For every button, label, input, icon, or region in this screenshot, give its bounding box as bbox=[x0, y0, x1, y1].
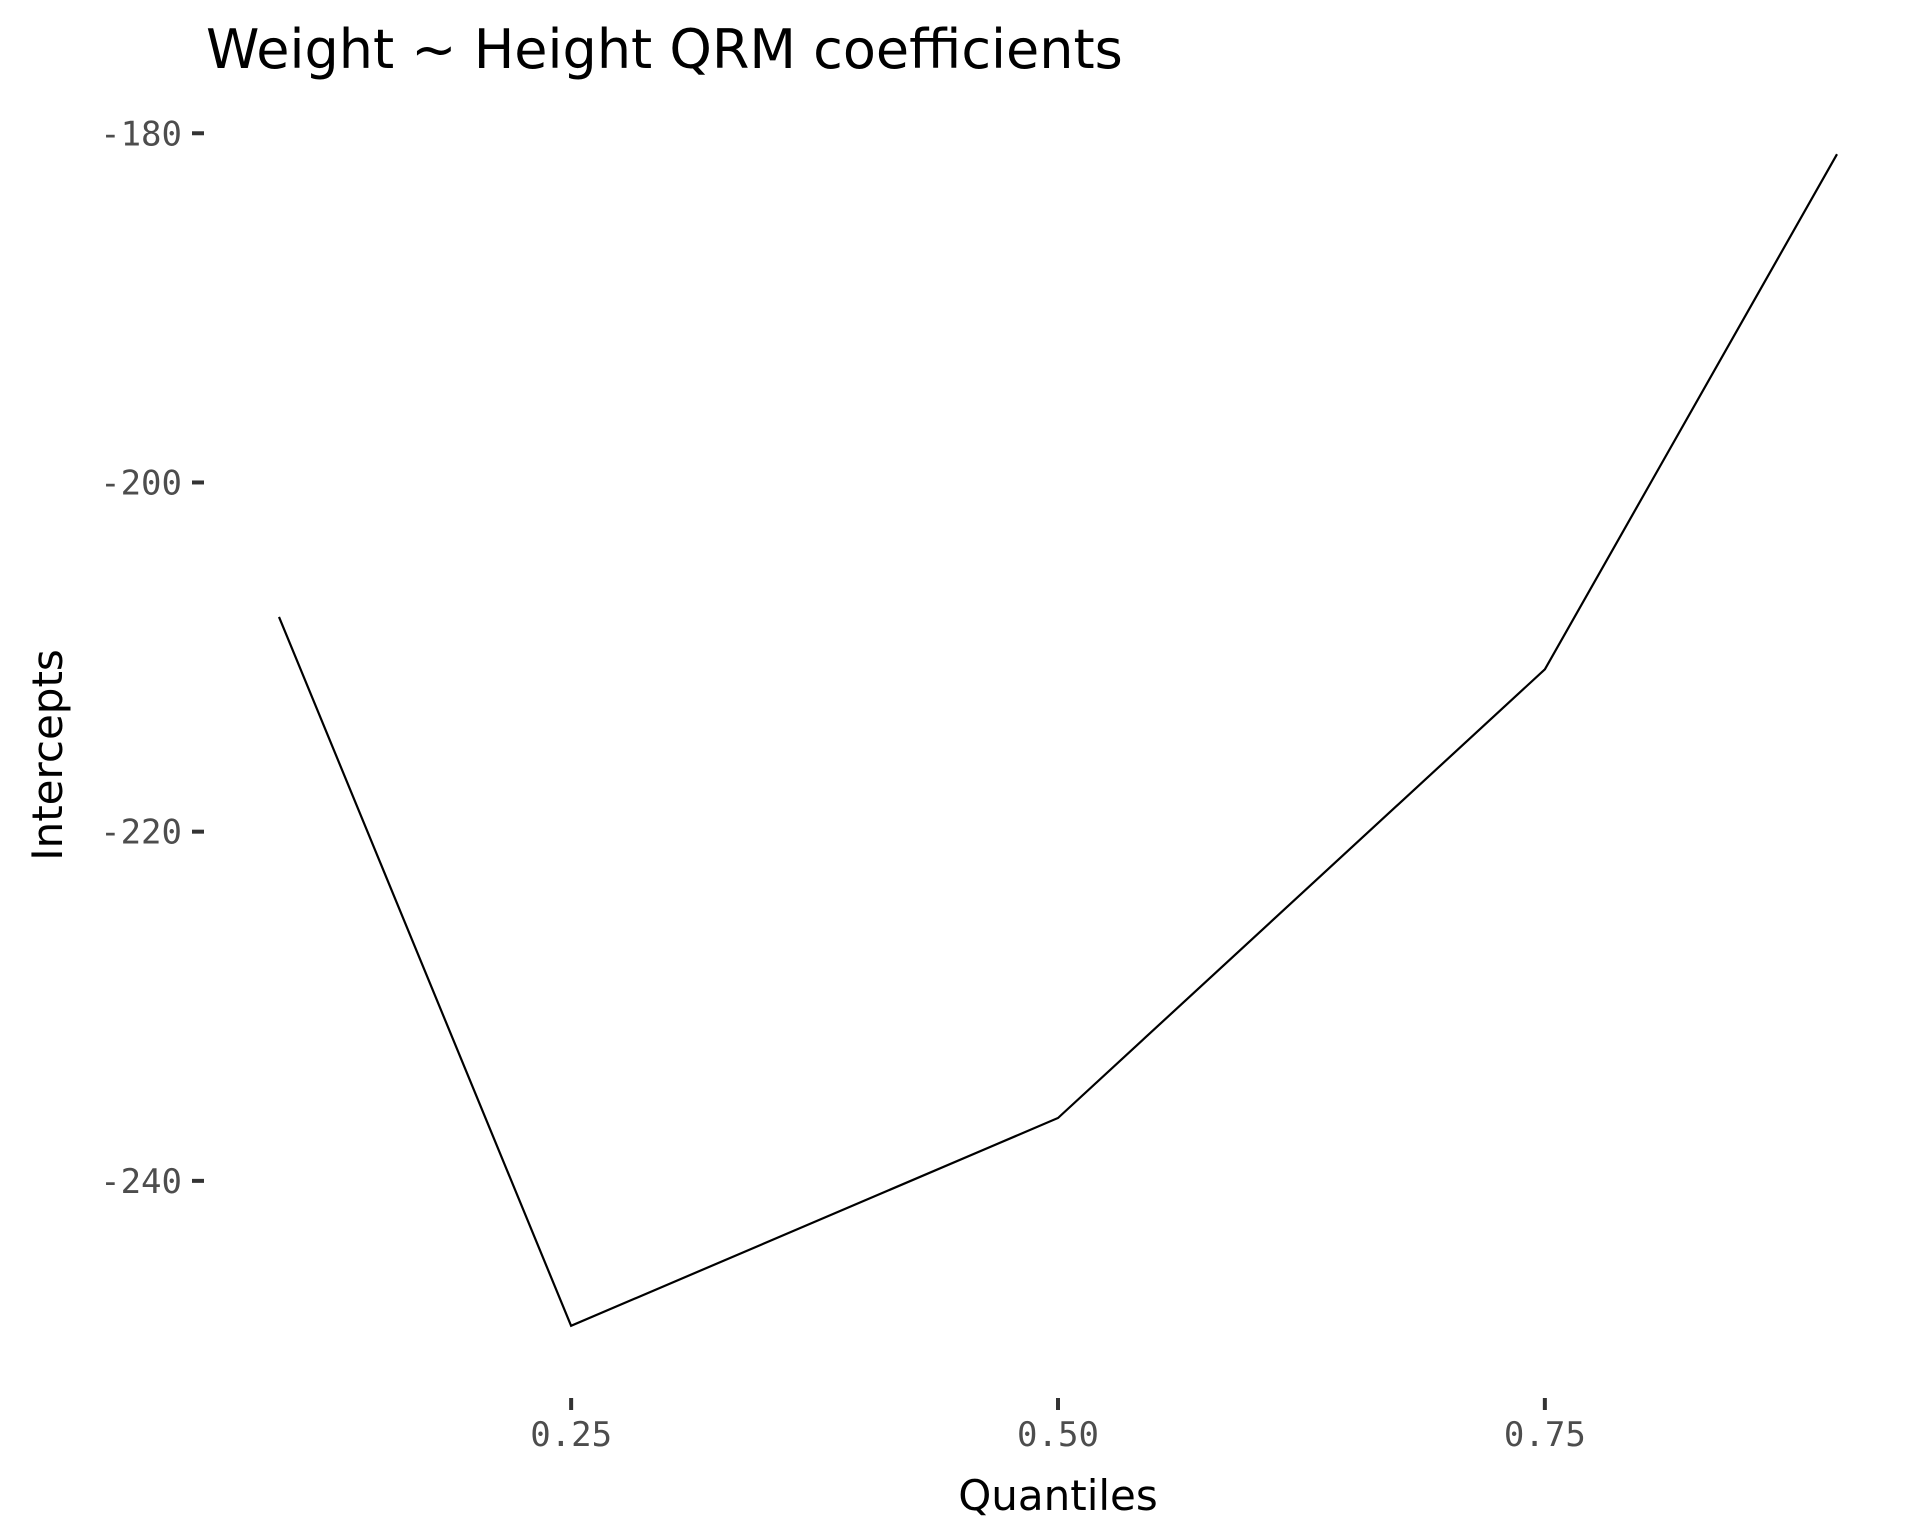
series-layer bbox=[277, 153, 1838, 1328]
y-tick-label: -200 bbox=[100, 463, 182, 503]
x-tick-label: 0.50 bbox=[1017, 1415, 1099, 1455]
y-axis-title: Intercepts bbox=[23, 649, 72, 861]
y-tick-label: -240 bbox=[100, 1162, 182, 1202]
x-tick-label: 0.25 bbox=[530, 1415, 612, 1455]
chart-title: Weight ~ Height QRM coefficients bbox=[206, 18, 1123, 81]
y-axis-ticks: -180 -200 -220 -240 bbox=[100, 114, 204, 1202]
y-tick-label: -180 bbox=[100, 114, 182, 154]
y-tick-label: -220 bbox=[100, 813, 182, 853]
x-tick-label: 0.75 bbox=[1504, 1415, 1586, 1455]
x-axis-title: Quantiles bbox=[958, 1471, 1158, 1520]
x-axis-ticks: 0.25 0.50 0.75 bbox=[530, 1398, 1586, 1455]
series-line bbox=[277, 153, 1838, 1328]
